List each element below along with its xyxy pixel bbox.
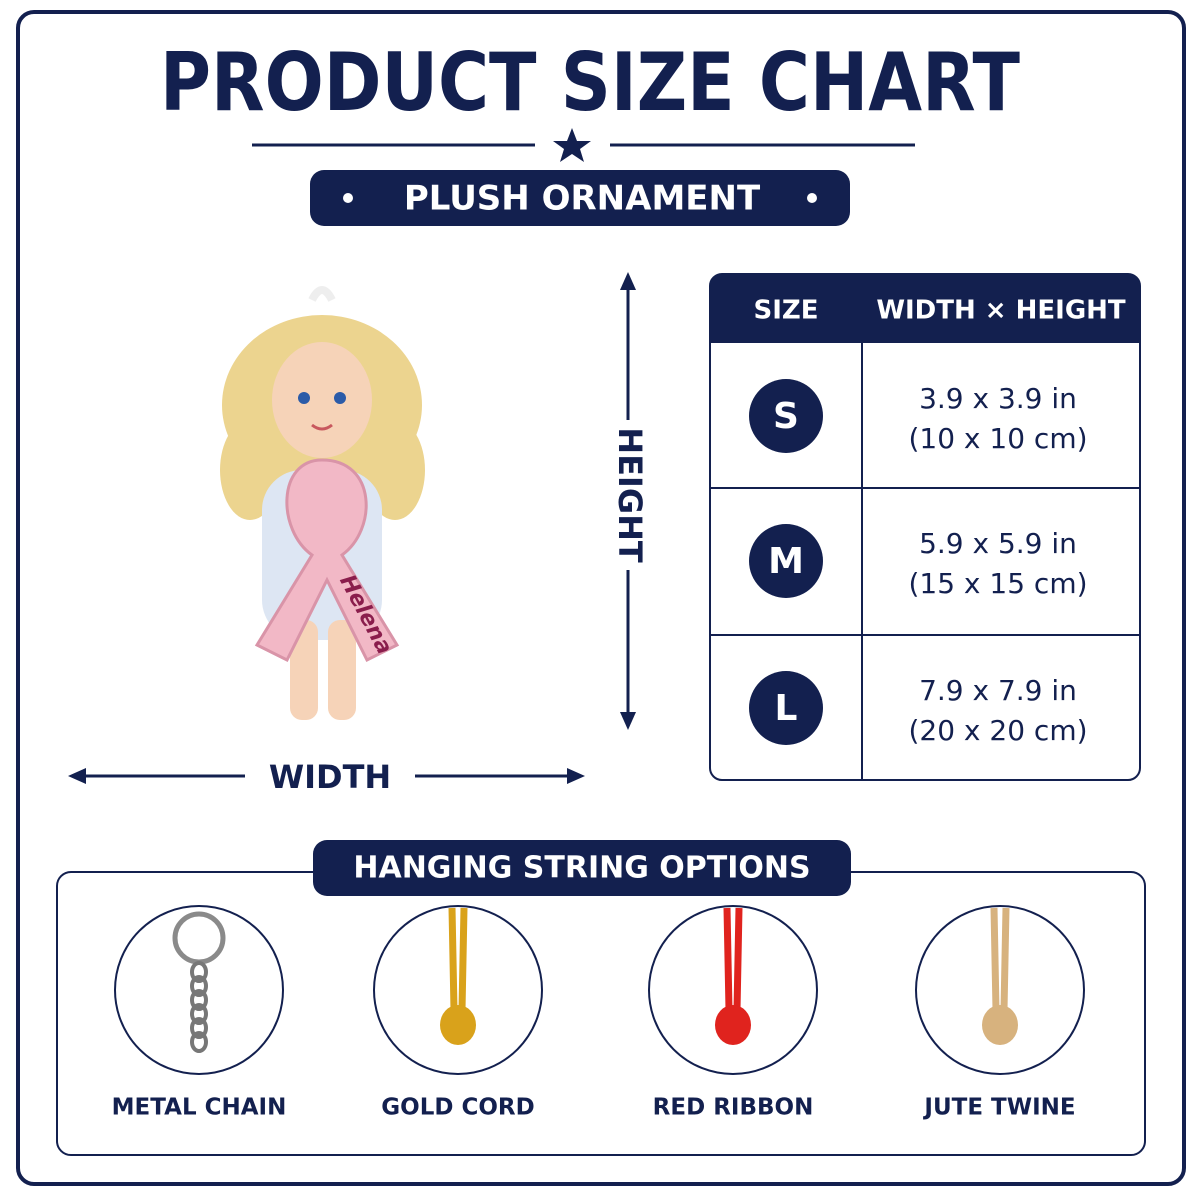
size-letter: M [768, 541, 804, 582]
chain-link [190, 989, 208, 1011]
title: PRODUCT SIZE CHART [160, 36, 1020, 129]
arrow-head [620, 272, 636, 290]
option-label: JUTE TWINE [922, 1095, 1075, 1121]
option-circle [648, 905, 818, 1075]
chain-link [190, 961, 208, 983]
size-inches: 3.9 x 3.9 in [919, 382, 1077, 415]
table-header [710, 274, 1140, 343]
header-cell: SIZE [753, 296, 818, 326]
knot [982, 1005, 1018, 1045]
knot [440, 1005, 476, 1045]
options-pill [313, 840, 851, 896]
size-inches: 5.9 x 5.9 in [919, 527, 1077, 560]
chain-link [190, 1031, 208, 1053]
width-label: WIDTH [269, 758, 391, 796]
string [723, 907, 743, 1011]
size-badge [749, 524, 823, 598]
arrow-head [567, 768, 585, 784]
options-title: HANGING STRING OPTIONS [353, 851, 810, 886]
knot [715, 1005, 751, 1045]
string [448, 907, 468, 1011]
option-label: GOLD CORD [381, 1095, 534, 1121]
size-letter: S [773, 396, 799, 437]
size-badge [749, 379, 823, 453]
chain-link [190, 1017, 208, 1039]
string [990, 907, 1010, 1011]
option-circle [373, 905, 543, 1075]
subtitle: PLUSH ORNAMENT [404, 179, 761, 219]
chain-link [190, 1003, 208, 1025]
height-label: HEIGHT [611, 427, 649, 563]
option-label: RED RIBBON [653, 1095, 814, 1121]
size-badge [749, 671, 823, 745]
size-letter: L [775, 688, 798, 729]
dot [343, 193, 353, 203]
doll-illustration: Helena [220, 286, 425, 720]
size-cm: (15 x 15 cm) [908, 567, 1087, 600]
dot [807, 193, 817, 203]
size-cm: (10 x 10 cm) [908, 422, 1087, 455]
subtitle-pill [310, 170, 850, 226]
size-cm: (20 x 20 cm) [908, 714, 1087, 747]
arrow-head [620, 712, 636, 730]
option-label: METAL CHAIN [112, 1095, 287, 1121]
size-inches: 7.9 x 7.9 in [919, 674, 1077, 707]
header-cell: WIDTH × HEIGHT [876, 296, 1126, 326]
arrow-head [68, 768, 86, 784]
option-circle [915, 905, 1085, 1075]
chain-link [190, 975, 208, 997]
star [553, 128, 591, 162]
